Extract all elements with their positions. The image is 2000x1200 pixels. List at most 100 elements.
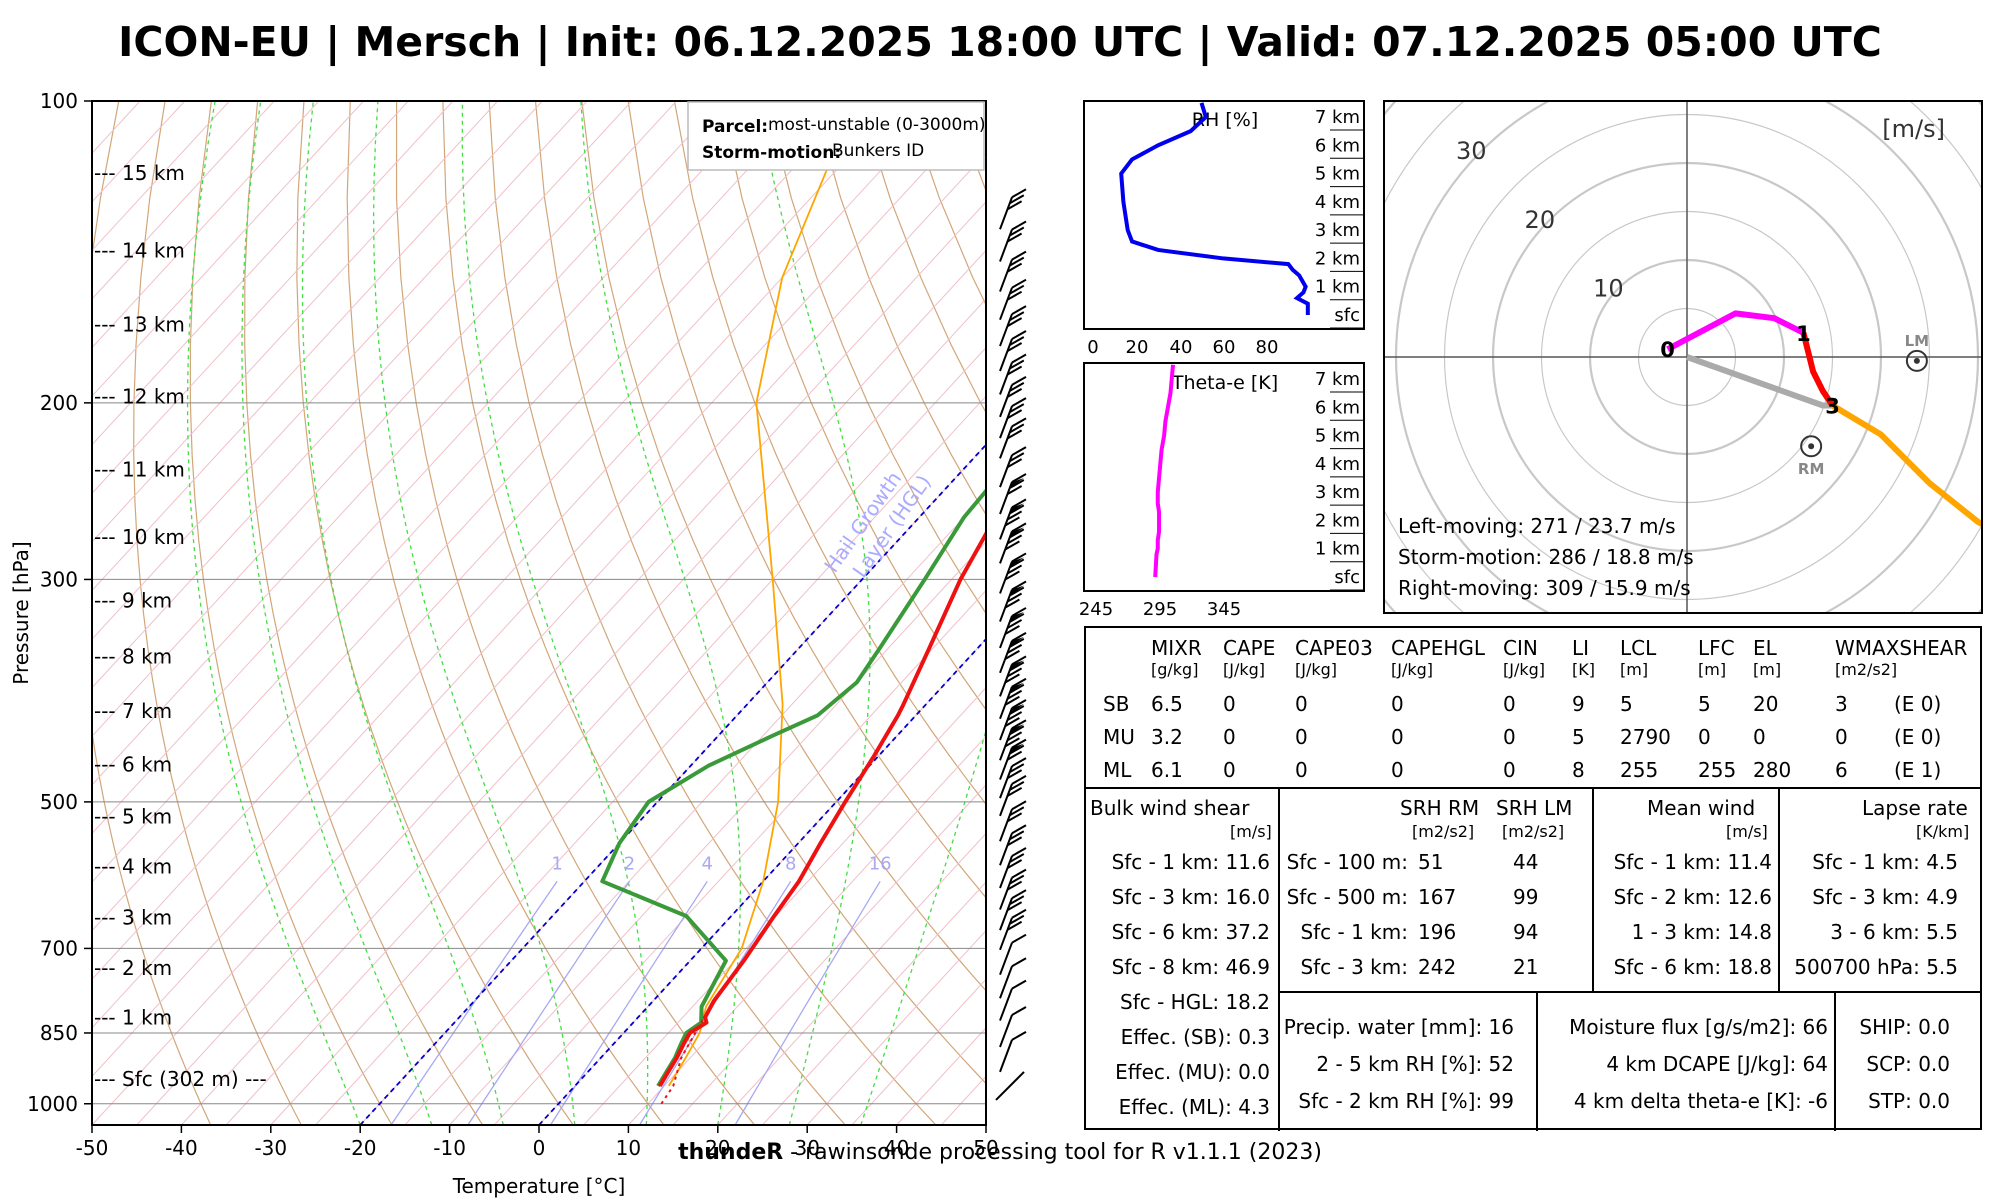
dry-adiabat — [488, 101, 937, 1125]
moist-adiabat — [757, 101, 871, 1125]
x-tick-label: 50 — [973, 1136, 998, 1160]
x-tick-label: 10 — [616, 1136, 641, 1160]
y-tick-label: 700 — [40, 936, 78, 960]
param-cell: 0 — [1698, 725, 1711, 749]
srh-row-label: Sfc - 500 m: — [1286, 885, 1408, 909]
isotherm — [92, 101, 811, 883]
hodograph-point-label: 3 — [1825, 395, 1840, 419]
barb-flag — [1007, 901, 1023, 912]
barb-flag — [1009, 637, 1025, 648]
legend-storm-label: Storm-motion: — [702, 143, 841, 163]
height-label: 3 km — [1315, 482, 1360, 503]
barb-flag — [1011, 908, 1027, 919]
parcel-line — [668, 101, 857, 1087]
barb-flag — [1011, 655, 1027, 666]
hodograph-segment — [1666, 310, 1805, 352]
param-cell: 5 — [1698, 692, 1711, 716]
moisture-row: Precip. water [mm]: 16 — [1283, 1015, 1514, 1039]
param-header: EL — [1753, 636, 1777, 660]
barb-flag — [1004, 598, 1020, 609]
barb-pennant — [1010, 585, 1024, 596]
param-header: CAPEHGL — [1391, 636, 1486, 660]
param-header: WMAXSHEAR — [1835, 636, 1968, 660]
barb-flag — [1007, 689, 1023, 700]
height-label: --- 9 km — [94, 589, 172, 613]
barb-flag — [1007, 232, 1023, 243]
isotherm — [717, 832, 986, 1125]
lapse-rate-unit: [K/km] — [1916, 822, 1970, 841]
barb-flag — [1009, 336, 1025, 346]
barb-flag — [1011, 552, 1027, 563]
wind-barb — [999, 757, 1027, 799]
isotherm — [762, 881, 986, 1125]
param-row-label: SB — [1103, 692, 1130, 716]
barb-flag — [1007, 317, 1023, 327]
wind-barb — [999, 278, 1027, 321]
barb-flag — [1007, 534, 1023, 545]
dry-adiabat — [244, 101, 484, 1125]
divider-4 — [1778, 787, 1780, 992]
height-label: --- 5 km — [94, 804, 172, 828]
isotherm — [270, 346, 986, 1125]
mixing-ratio-line — [549, 880, 708, 1125]
mean-wind-unit: [m/s] — [1726, 822, 1768, 841]
storm-motion-label: LM — [1905, 332, 1930, 350]
footer-tool: thundeR — [678, 1140, 784, 1165]
param-unit: [m] — [1698, 660, 1727, 679]
moist-adiabat — [461, 101, 649, 1125]
bulk-shear-row: Effec. (MU): 0.0 — [1115, 1060, 1270, 1084]
param-cell: 0 — [1223, 758, 1236, 782]
mixing-ratio-label: 4 — [702, 853, 713, 874]
barb-flag — [1011, 847, 1027, 857]
x-tick-label: -30 — [254, 1136, 287, 1160]
index-row: STP: 0.0 — [1868, 1089, 1950, 1113]
param-cell: 8 — [1572, 758, 1585, 782]
barb-flag — [1011, 397, 1027, 407]
barb-flag — [1011, 522, 1027, 533]
height-label: 6 km — [1315, 397, 1360, 418]
divider-1 — [1084, 787, 1982, 789]
height-label: 3 km — [1315, 220, 1360, 241]
wind-barb — [999, 580, 1027, 622]
dry-adiabat — [189, 101, 393, 1125]
wind-barb — [999, 446, 1027, 488]
wind-barb — [995, 1071, 1025, 1101]
wind-barb — [999, 677, 1027, 720]
param-cell: 255 — [1698, 758, 1737, 782]
isotherm — [92, 101, 901, 980]
barb-flag — [1004, 516, 1020, 527]
divider-2 — [1278, 787, 1280, 1131]
barb-flag — [1009, 725, 1025, 736]
bulk-shear-row: Effec. (ML): 4.3 — [1118, 1095, 1270, 1119]
page-title: ICON-EU | Mersch | Init: 06.12.2025 18:0… — [118, 18, 1882, 66]
barb-flag — [1009, 381, 1025, 392]
bulk-shear-title: Bulk wind shear — [1090, 796, 1250, 820]
bulk-shear-row: Sfc - 8 km: 46.9 — [1111, 955, 1270, 979]
param-cell: 0 — [1391, 758, 1404, 782]
param-cell: 0 — [1835, 725, 1848, 749]
mixing-ratio-line — [467, 880, 631, 1125]
barb-pennant — [1010, 503, 1024, 514]
isotherm — [404, 492, 986, 1125]
mixing-ratio-label: 2 — [624, 853, 635, 874]
x-tick-label: 80 — [1256, 337, 1279, 358]
moist-adiabat — [301, 101, 504, 1125]
barb-flag — [1009, 586, 1025, 597]
barb-flag — [1007, 200, 1023, 211]
barb-flag — [1009, 781, 1025, 791]
srh-lm-value: 44 — [1513, 850, 1539, 874]
moisture-row: 2 - 5 km RH [%]: 52 — [1316, 1052, 1514, 1076]
barb-flag — [1011, 677, 1027, 688]
isotherm — [136, 201, 986, 1125]
barb-flag — [1004, 649, 1020, 660]
dry-adiabat — [766, 101, 986, 615]
isotherm — [92, 101, 856, 932]
barb-flag — [1011, 250, 1027, 261]
isotherm — [538, 638, 986, 1125]
height-label: --- 7 km — [94, 699, 172, 723]
param-unit: [m2/s2] — [1835, 660, 1898, 679]
param-header: CIN — [1503, 636, 1538, 660]
mixing-ratio-label: 1 — [551, 853, 562, 874]
divider-3 — [1592, 787, 1594, 992]
param-unit: [g/kg] — [1151, 660, 1199, 679]
